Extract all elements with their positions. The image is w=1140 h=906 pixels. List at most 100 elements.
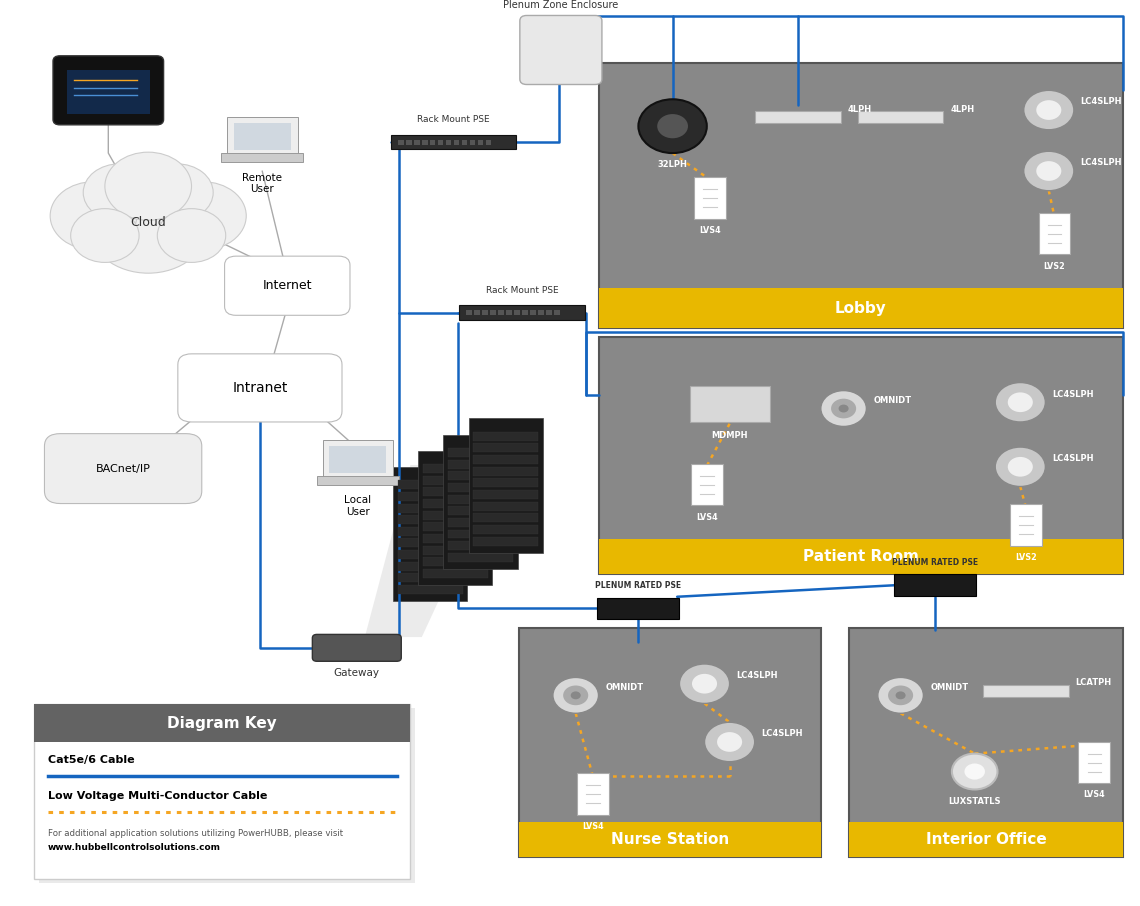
Text: Intranet: Intranet: [233, 381, 287, 395]
FancyBboxPatch shape: [44, 434, 202, 504]
Text: PLENUM RATED PSE: PLENUM RATED PSE: [595, 582, 682, 591]
Text: LC4SLPH: LC4SLPH: [736, 671, 777, 680]
Bar: [422, 140, 428, 145]
Bar: [478, 140, 483, 145]
FancyBboxPatch shape: [894, 574, 976, 596]
Text: LVS4: LVS4: [700, 226, 720, 235]
Bar: [398, 550, 463, 559]
Text: OMNIDT: OMNIDT: [930, 683, 968, 692]
Bar: [423, 534, 488, 543]
FancyBboxPatch shape: [1010, 505, 1042, 545]
Text: Plenum Zone Enclosure: Plenum Zone Enclosure: [503, 0, 619, 10]
Bar: [448, 518, 513, 527]
Bar: [466, 310, 472, 315]
Bar: [849, 823, 1123, 857]
Bar: [221, 153, 303, 162]
Bar: [473, 478, 538, 487]
Text: PLENUM RATED PSE: PLENUM RATED PSE: [891, 558, 978, 567]
Circle shape: [1036, 101, 1061, 120]
Text: Gateway: Gateway: [334, 669, 380, 679]
Bar: [514, 310, 520, 315]
Bar: [423, 499, 488, 508]
Circle shape: [888, 686, 913, 705]
Circle shape: [553, 678, 598, 713]
Bar: [690, 386, 770, 422]
Bar: [454, 140, 459, 145]
Text: OMNIDT: OMNIDT: [605, 683, 643, 692]
Bar: [423, 487, 488, 496]
Text: Rack Mount PSE: Rack Mount PSE: [486, 285, 559, 294]
Bar: [554, 310, 560, 315]
Bar: [329, 446, 386, 473]
Text: 4LPH: 4LPH: [951, 104, 975, 113]
Circle shape: [105, 152, 192, 220]
Bar: [398, 538, 463, 547]
FancyBboxPatch shape: [520, 15, 602, 84]
Text: OMNIDT: OMNIDT: [873, 396, 911, 405]
Bar: [398, 527, 463, 535]
Text: LC4SLPH: LC4SLPH: [1081, 159, 1122, 168]
Bar: [755, 111, 841, 123]
Bar: [473, 536, 538, 545]
Circle shape: [995, 447, 1045, 487]
Bar: [448, 471, 513, 480]
Circle shape: [952, 754, 998, 789]
Bar: [519, 628, 821, 857]
Bar: [546, 310, 552, 315]
Circle shape: [896, 691, 905, 699]
Circle shape: [89, 180, 207, 274]
Text: LUXSTATLS: LUXSTATLS: [948, 796, 1001, 805]
FancyBboxPatch shape: [691, 464, 723, 506]
Bar: [448, 529, 513, 538]
Text: LC4SLPH: LC4SLPH: [1081, 98, 1122, 107]
Circle shape: [1036, 161, 1061, 181]
Polygon shape: [365, 465, 502, 637]
Circle shape: [657, 114, 687, 139]
Bar: [849, 628, 1123, 857]
Bar: [418, 450, 492, 585]
Bar: [391, 135, 516, 149]
Text: LC4SLPH: LC4SLPH: [1052, 390, 1093, 399]
Circle shape: [679, 664, 730, 703]
Text: Internet: Internet: [262, 279, 312, 293]
FancyBboxPatch shape: [323, 440, 393, 477]
Text: Local
User: Local User: [344, 496, 372, 517]
Circle shape: [831, 399, 856, 419]
Text: LVS4: LVS4: [583, 822, 603, 831]
Bar: [598, 337, 1123, 574]
Bar: [423, 464, 488, 473]
Bar: [448, 483, 513, 492]
Bar: [482, 310, 488, 315]
Circle shape: [964, 764, 985, 780]
Bar: [462, 140, 467, 145]
Text: Interior Office: Interior Office: [926, 832, 1047, 847]
Text: Cloud: Cloud: [130, 216, 166, 228]
FancyBboxPatch shape: [52, 56, 164, 125]
Bar: [448, 553, 513, 562]
Bar: [448, 506, 513, 516]
Bar: [473, 525, 538, 534]
Text: LVS2: LVS2: [1043, 262, 1066, 271]
Bar: [398, 516, 463, 525]
Bar: [448, 541, 513, 550]
Bar: [598, 63, 1123, 328]
Bar: [414, 140, 420, 145]
Text: 4LPH: 4LPH: [847, 104, 872, 113]
Bar: [443, 435, 518, 569]
Text: For additional application solutions utilizing PowerHUBB, please visit: For additional application solutions uti…: [48, 829, 343, 838]
Bar: [473, 467, 538, 476]
Text: LVS2: LVS2: [1015, 553, 1037, 562]
Bar: [423, 523, 488, 531]
Bar: [530, 310, 536, 315]
FancyBboxPatch shape: [178, 354, 342, 422]
Bar: [473, 490, 538, 499]
Text: LC4SLPH: LC4SLPH: [762, 729, 803, 738]
Bar: [469, 419, 543, 553]
Bar: [448, 495, 513, 504]
Circle shape: [1008, 392, 1033, 412]
Bar: [598, 288, 1123, 328]
FancyBboxPatch shape: [1078, 742, 1110, 783]
Bar: [430, 140, 435, 145]
Bar: [473, 455, 538, 464]
Text: LCATPH: LCATPH: [1075, 679, 1112, 688]
